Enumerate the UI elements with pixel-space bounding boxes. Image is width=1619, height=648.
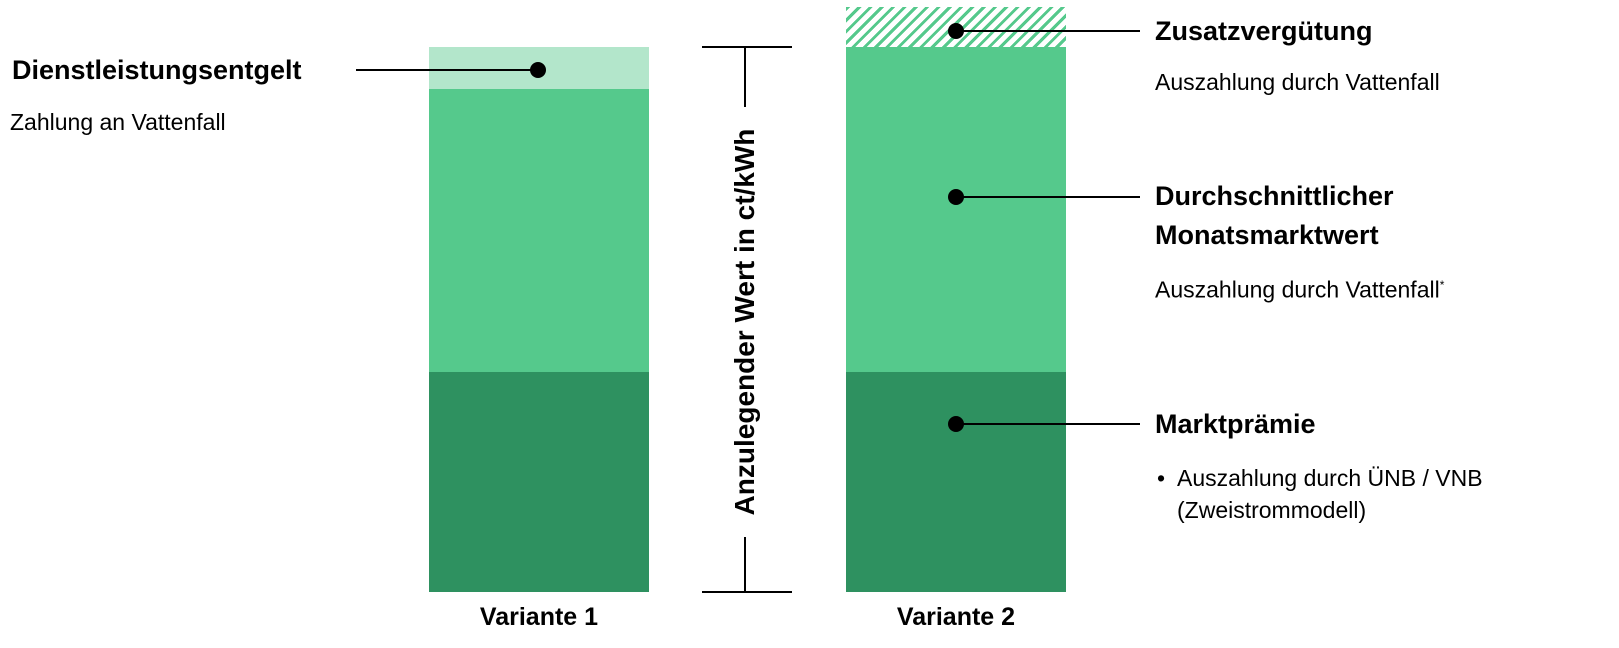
label-zusatzverguetung: Zusatzvergütung [1155, 16, 1373, 46]
marker-marktpraemie [948, 416, 964, 432]
marker-zusatz [948, 23, 964, 39]
text-marktpraemie-line1: Auszahlung durch ÜNB / VNB [1177, 465, 1483, 491]
label-dienstleistungsentgelt: Dienstleistungsentgelt [12, 55, 302, 85]
bullet-marktpraemie: • [1157, 465, 1166, 491]
label-monatsmarktwert-line2: Monatsmarktwert [1155, 220, 1379, 250]
footnote-mark: * [1439, 278, 1445, 292]
marker-monatsmarktwert [948, 189, 964, 205]
text-zusatzverguetung: Auszahlung durch Vattenfall [1155, 69, 1440, 95]
segment-monatsmarktwert-v2 [846, 47, 1066, 373]
bar-label-variante-1: Variante 1 [479, 603, 599, 631]
segment-marktpraemie-v1 [429, 372, 649, 592]
segment-monatsmarktwert-v1 [429, 89, 649, 372]
marker-dienstleistung [530, 62, 546, 78]
text-monatsmarktwert-body: Auszahlung durch Vattenfall [1155, 276, 1440, 303]
segment-marktpraemie-v2 [846, 372, 1066, 592]
text-dienstleistungsentgelt: Zahlung an Vattenfall [10, 109, 226, 135]
axis-title: Anzulegender Wert in ct/kWh [727, 107, 763, 537]
text-monatsmarktwert: Auszahlung durch Vattenfall* [1155, 270, 1444, 305]
label-monatsmarktwert-line1: Durchschnittlicher [1155, 181, 1394, 211]
text-marktpraemie-line2: (Zweistrommodell) [1177, 497, 1367, 523]
bar-label-variante-2: Variante 2 [896, 603, 1016, 631]
label-marktpraemie: Marktprämie [1155, 409, 1316, 439]
